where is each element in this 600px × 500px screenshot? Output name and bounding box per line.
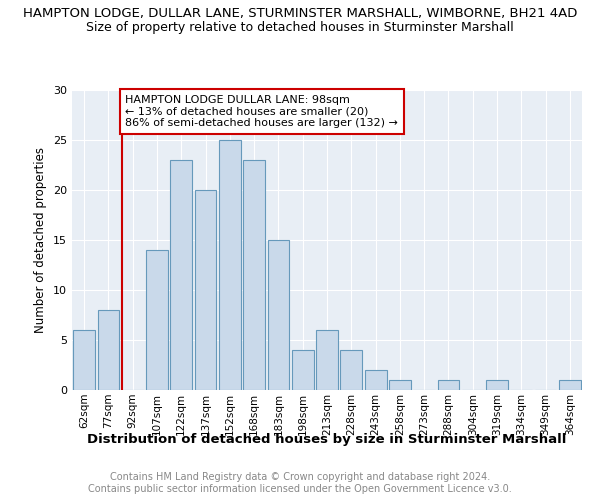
Bar — [243, 160, 265, 390]
Bar — [292, 350, 314, 390]
Bar — [170, 160, 192, 390]
Bar — [268, 240, 289, 390]
Text: Contains HM Land Registry data © Crown copyright and database right 2024.: Contains HM Land Registry data © Crown c… — [110, 472, 490, 482]
Bar — [365, 370, 386, 390]
Bar — [73, 330, 95, 390]
Bar — [389, 380, 411, 390]
Bar — [194, 190, 217, 390]
Text: HAMPTON LODGE, DULLAR LANE, STURMINSTER MARSHALL, WIMBORNE, BH21 4AD: HAMPTON LODGE, DULLAR LANE, STURMINSTER … — [23, 8, 577, 20]
Y-axis label: Number of detached properties: Number of detached properties — [34, 147, 47, 333]
Text: Size of property relative to detached houses in Sturminster Marshall: Size of property relative to detached ho… — [86, 21, 514, 34]
Bar — [486, 380, 508, 390]
Text: Contains public sector information licensed under the Open Government Licence v3: Contains public sector information licen… — [88, 484, 512, 494]
Text: Distribution of detached houses by size in Sturminster Marshall: Distribution of detached houses by size … — [88, 432, 566, 446]
Bar — [437, 380, 460, 390]
Bar — [316, 330, 338, 390]
Bar — [219, 140, 241, 390]
Bar — [146, 250, 168, 390]
Bar — [559, 380, 581, 390]
Bar — [97, 310, 119, 390]
Bar — [340, 350, 362, 390]
Text: HAMPTON LODGE DULLAR LANE: 98sqm
← 13% of detached houses are smaller (20)
86% o: HAMPTON LODGE DULLAR LANE: 98sqm ← 13% o… — [125, 95, 398, 128]
